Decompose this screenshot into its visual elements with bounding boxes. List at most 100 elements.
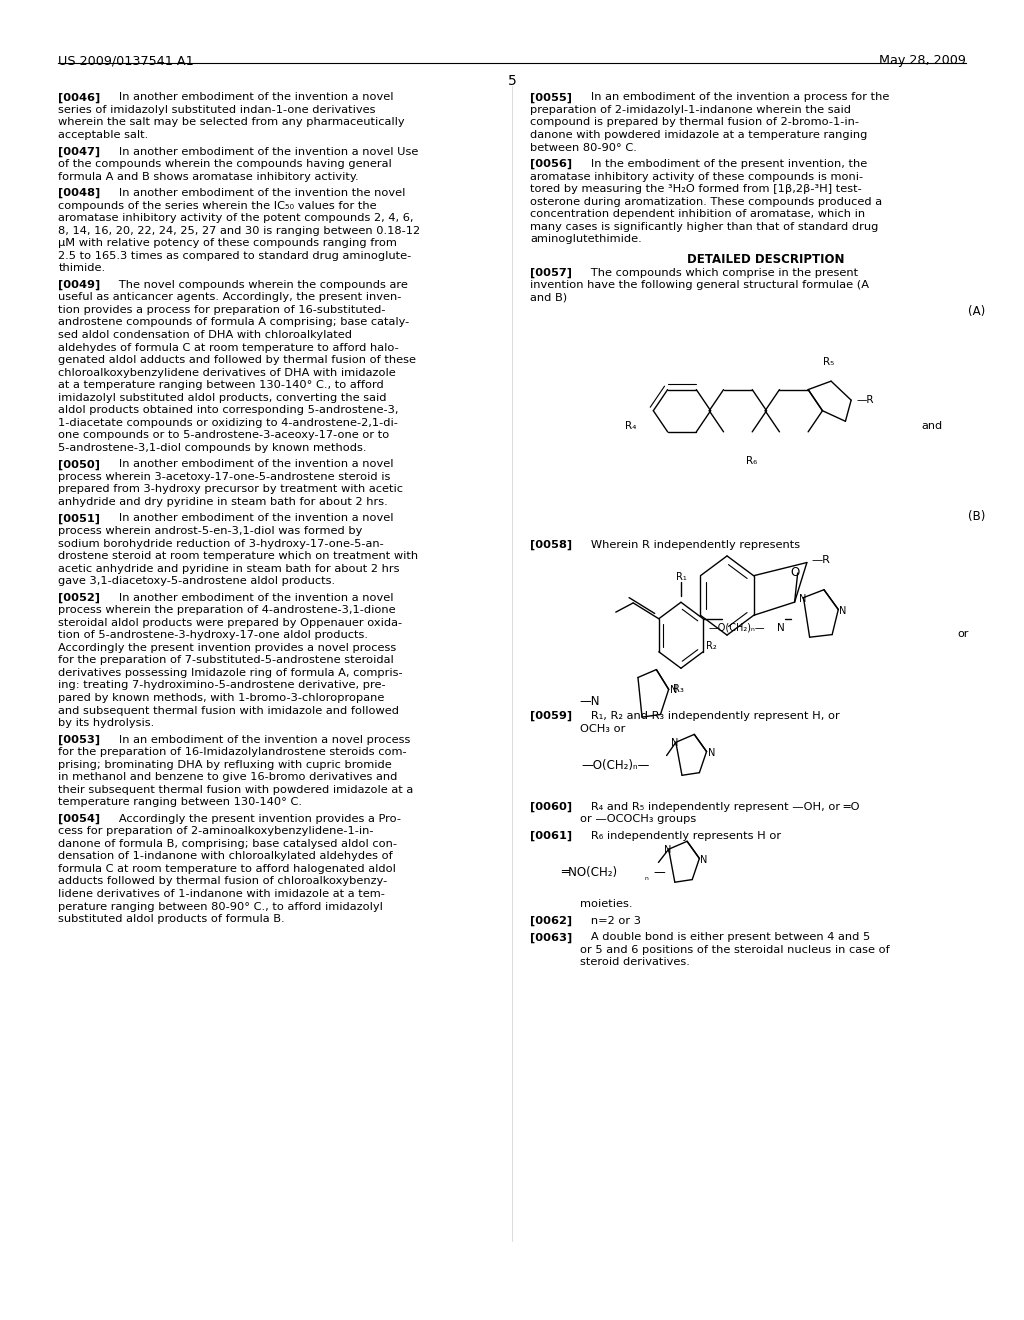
Text: In another embodiment of the invention a novel: In another embodiment of the invention a… [108,513,393,524]
Text: formula A and B shows aromatase inhibitory activity.: formula A and B shows aromatase inhibito… [58,172,359,182]
Text: May 28, 2009: May 28, 2009 [879,54,966,67]
Text: [0048]: [0048] [58,187,100,198]
Text: In another embodiment of the invention a novel: In another embodiment of the invention a… [108,593,393,603]
Text: 5-androstene-3,1-diol compounds by known methods.: 5-androstene-3,1-diol compounds by known… [58,442,367,453]
Text: concentration dependent inhibition of aromatase, which in: concentration dependent inhibition of ar… [530,209,865,219]
Text: The novel compounds wherein the compounds are: The novel compounds wherein the compound… [108,280,408,290]
Text: for the preparation of 16-Imidazolylandrostene steroids com-: for the preparation of 16-Imidazolylandr… [58,747,407,758]
Text: genated aldol adducts and followed by thermal fusion of these: genated aldol adducts and followed by th… [58,355,417,366]
Text: N: N [671,738,678,748]
Text: many cases is significantly higher than that of standard drug: many cases is significantly higher than … [530,222,879,232]
Text: 5: 5 [508,74,516,88]
Text: n=2 or 3: n=2 or 3 [580,916,641,925]
Text: [0049]: [0049] [58,280,100,290]
Text: chloroalkoxybenzylidene derivatives of DHA with imidazole: chloroalkoxybenzylidene derivatives of D… [58,367,396,378]
Text: derivatives possessing Imidazole ring of formula A, compris-: derivatives possessing Imidazole ring of… [58,668,403,678]
Text: preparation of 2-imidazolyl-1-indanone wherein the said: preparation of 2-imidazolyl-1-indanone w… [530,104,851,115]
Text: tion provides a process for preparation of 16-substituted-: tion provides a process for preparation … [58,305,386,315]
Text: —R: —R [856,395,873,405]
Text: of the compounds wherein the compounds having general: of the compounds wherein the compounds h… [58,158,392,169]
Text: formula C at room temperature to afford halogenated aldol: formula C at room temperature to afford … [58,863,396,874]
Text: gave 3,1-diacetoxy-5-androstene aldol products.: gave 3,1-diacetoxy-5-androstene aldol pr… [58,576,336,586]
Text: cess for preparation of 2-aminoalkoxybenzylidene-1-in-: cess for preparation of 2-aminoalkoxyben… [58,826,374,837]
Text: their subsequent thermal fusion with powdered imidazole at a: their subsequent thermal fusion with pow… [58,784,414,795]
Text: [0054]: [0054] [58,813,100,824]
Text: or: or [957,628,969,639]
Text: In another embodiment of the invention a novel Use: In another embodiment of the invention a… [108,147,418,157]
Text: [0061]: [0061] [530,830,572,841]
Text: [0047]: [0047] [58,147,100,157]
Text: N: N [777,623,784,632]
Text: moieties.: moieties. [580,899,632,909]
Text: DETAILED DESCRIPTION: DETAILED DESCRIPTION [687,252,845,265]
Text: [0050]: [0050] [58,459,100,470]
Text: In an embodiment of the invention a novel process: In an embodiment of the invention a nove… [108,734,410,744]
Text: acetic anhydride and pyridine in steam bath for about 2 hrs: acetic anhydride and pyridine in steam b… [58,564,399,574]
Text: [0062]: [0062] [530,916,572,927]
Text: (B): (B) [968,510,985,523]
Text: acceptable salt.: acceptable salt. [58,129,148,140]
Text: [0046]: [0046] [58,92,100,103]
Text: —O(CH₂)ₙ—: —O(CH₂)ₙ— [709,623,765,632]
Text: pared by known methods, with 1-bromo-3-chloropropane: pared by known methods, with 1-bromo-3-c… [58,693,385,704]
Text: In another embodiment of the invention a novel: In another embodiment of the invention a… [108,459,393,470]
Text: anhydride and dry pyridine in steam bath for about 2 hrs.: anhydride and dry pyridine in steam bath… [58,496,388,507]
Text: process wherein androst-5-en-3,1-diol was formed by: process wherein androst-5-en-3,1-diol wa… [58,525,362,536]
Text: series of imidazolyl substituted indan-1-one derivatives: series of imidazolyl substituted indan-1… [58,104,376,115]
Text: US 2009/0137541 A1: US 2009/0137541 A1 [58,54,195,67]
Text: aromatase inhibitory activity of these compounds is moni-: aromatase inhibitory activity of these c… [530,172,863,182]
Text: N: N [840,606,847,615]
Text: or 5 and 6 positions of the steroidal nucleus in case of: or 5 and 6 positions of the steroidal nu… [580,945,889,954]
Text: lidene derivatives of 1-indanone with imidazole at a tem-: lidene derivatives of 1-indanone with im… [58,888,385,899]
Text: [0058]: [0058] [530,540,572,550]
Text: R₄: R₄ [625,421,636,432]
Text: R₁, R₂ and R₃ independently represent H, or: R₁, R₂ and R₃ independently represent H,… [580,711,840,721]
Text: compound is prepared by thermal fusion of 2-bromo-1-in-: compound is prepared by thermal fusion o… [530,117,859,128]
Text: ing: treating 7-hydroximino-5-androstene derivative, pre-: ing: treating 7-hydroximino-5-androstene… [58,680,386,690]
Text: Accordingly the present invention provides a novel process: Accordingly the present invention provid… [58,643,396,653]
Text: tored by measuring the ³H₂O formed from [1β,2β-³H] test-: tored by measuring the ³H₂O formed from … [530,183,862,194]
Text: [0051]: [0051] [58,513,100,524]
Text: drostene steroid at room temperature which on treatment with: drostene steroid at room temperature whi… [58,550,419,561]
Text: N: N [800,594,807,603]
Text: and B): and B) [530,293,567,302]
Text: [0056]: [0056] [530,158,572,169]
Text: R₆ independently represents H or: R₆ independently represents H or [580,830,780,841]
Text: Wherein R independently represents: Wherein R independently represents [580,540,800,550]
Text: wherein the salt may be selected from any pharmaceutically: wherein the salt may be selected from an… [58,117,406,128]
Text: prising; brominating DHA by refluxing with cupric bromide: prising; brominating DHA by refluxing wi… [58,759,392,770]
Text: R₅: R₅ [823,358,835,367]
Text: 1-diacetate compounds or oxidizing to 4-androstene-2,1-di-: 1-diacetate compounds or oxidizing to 4-… [58,417,398,428]
Text: —N: —N [580,694,600,708]
Text: [0057]: [0057] [530,268,572,279]
Text: N: N [670,685,677,696]
Text: In another embodiment of the invention the novel: In another embodiment of the invention t… [108,187,404,198]
Text: imidazolyl substituted aldol products, converting the said: imidazolyl substituted aldol products, c… [58,392,387,403]
Text: OCH₃ or: OCH₃ or [580,723,625,734]
Text: [0052]: [0052] [58,593,100,603]
Text: aldehydes of formula C at room temperature to afford halo-: aldehydes of formula C at room temperatu… [58,342,399,352]
Text: R₆: R₆ [746,455,758,466]
Text: [0059]: [0059] [530,711,572,722]
Text: [0053]: [0053] [58,734,100,744]
Text: danone of formula B, comprising; base catalysed aldol con-: danone of formula B, comprising; base ca… [58,838,397,849]
Text: steroid derivatives.: steroid derivatives. [580,957,689,968]
Text: N: N [700,854,708,865]
Text: N: N [664,845,671,855]
Text: N: N [708,747,715,758]
Text: ₙ: ₙ [644,871,648,882]
Text: Accordingly the present invention provides a Pro-: Accordingly the present invention provid… [108,813,400,824]
Text: steroidal aldol products were prepared by Oppenauer oxida-: steroidal aldol products were prepared b… [58,618,402,628]
Text: —: — [653,866,665,879]
Text: at a temperature ranging between 130-140° C., to afford: at a temperature ranging between 130-140… [58,380,384,391]
Text: aldol products obtained into corresponding 5-androstene-3,: aldol products obtained into correspondi… [58,405,399,416]
Text: [0060]: [0060] [530,801,572,812]
Text: O: O [791,566,800,579]
Text: R₃: R₃ [673,684,684,694]
Text: [0055]: [0055] [530,92,572,103]
Text: R₄ and R₅ independently represent —OH, or ═O: R₄ and R₅ independently represent —OH, o… [580,801,859,812]
Text: μM with relative potency of these compounds ranging from: μM with relative potency of these compou… [58,238,397,248]
Text: sed aldol condensation of DHA with chloroalkylated: sed aldol condensation of DHA with chlor… [58,330,352,341]
Text: compounds of the series wherein the IC₅₀ values for the: compounds of the series wherein the IC₅₀… [58,201,377,211]
Text: densation of 1-indanone with chloroalkylated aldehydes of: densation of 1-indanone with chloroalkyl… [58,851,393,862]
